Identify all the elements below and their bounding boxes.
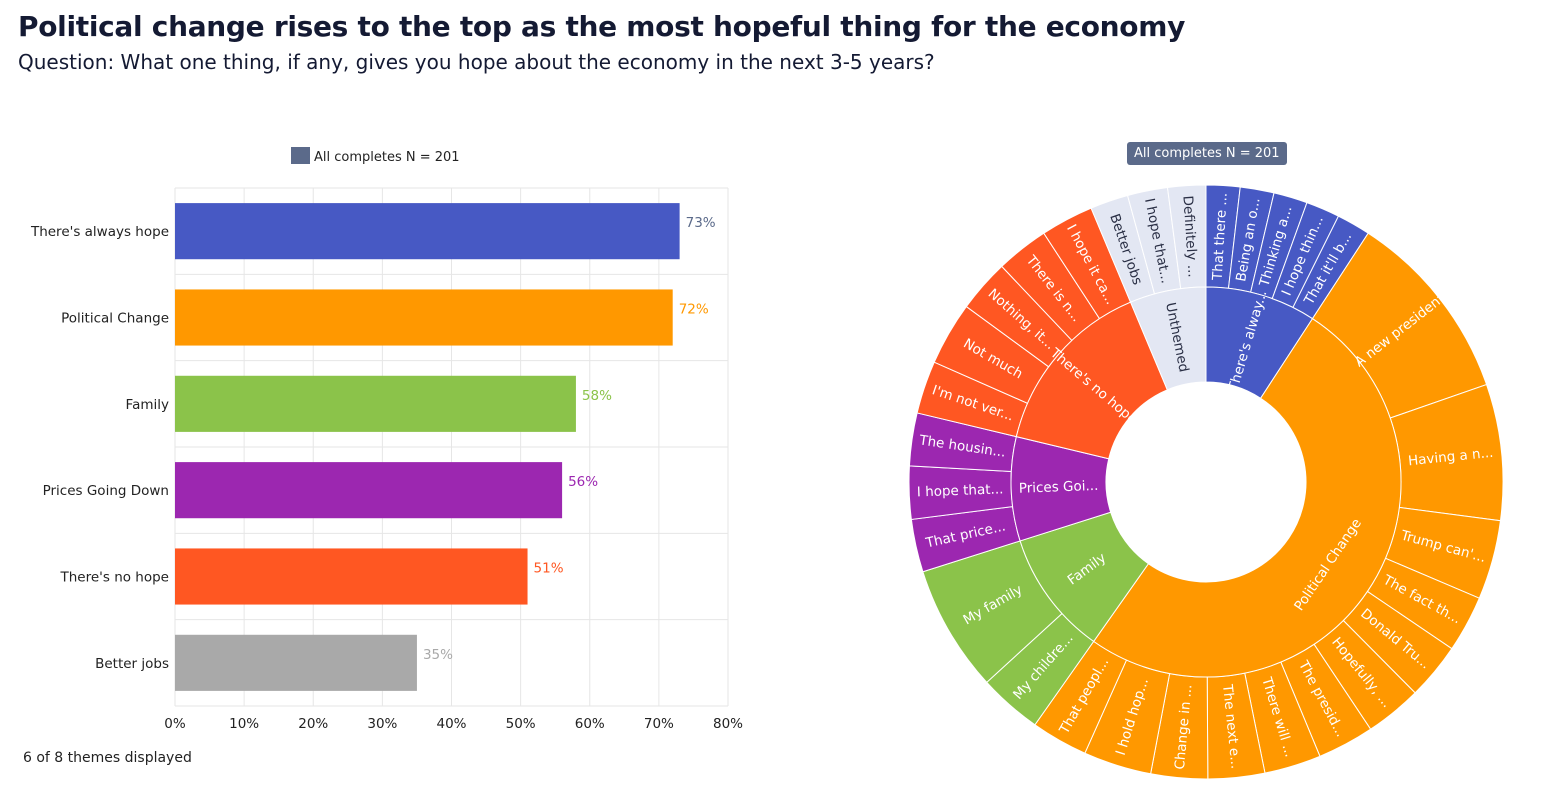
x-tick-label: 30%: [367, 716, 397, 732]
bar[interactable]: [175, 289, 673, 346]
data-label: 72%: [679, 302, 709, 318]
sunburst-inner-ring: [1010, 286, 1402, 678]
x-tick-label: 20%: [298, 716, 328, 732]
sunburst-inner-segment[interactable]: [1092, 317, 1402, 678]
category-label: There's always hope: [30, 224, 169, 240]
bar-legend[interactable]: All completes N = 201: [291, 147, 460, 165]
category-label: Political Change: [61, 311, 169, 327]
category-label: Better jobs: [95, 656, 169, 672]
bar[interactable]: [175, 548, 528, 605]
sunburst-outer-label: I hope that...: [917, 481, 1004, 500]
data-label: 73%: [686, 215, 716, 231]
sunburst-outer-label: Change in ...: [1172, 684, 1196, 771]
bar-x-tick-labels: 0% 10% 20% 30% 40% 50% 60% 70% 80%: [164, 716, 743, 732]
sunburst-outer-label: That there ...: [1210, 192, 1231, 281]
legend-swatch: [291, 147, 310, 164]
x-tick-label: 70%: [644, 716, 674, 732]
bar[interactable]: [175, 634, 417, 691]
category-label: There's no hope: [59, 570, 169, 586]
sunburst-legend[interactable]: All completes N = 201: [1127, 142, 1287, 165]
chart-title: Political change rises to the top as the…: [18, 10, 1186, 43]
bar[interactable]: [175, 375, 576, 432]
x-tick-label: 60%: [575, 716, 605, 732]
data-label: 58%: [582, 388, 612, 404]
sunburst-outer-label: Definitely ...: [1179, 195, 1200, 278]
sunburst-inner-label: Prices Goi...: [1019, 478, 1099, 497]
footnote: 6 of 8 themes displayed: [23, 750, 192, 766]
data-label: 35%: [423, 647, 453, 663]
x-tick-label: 0%: [164, 716, 186, 732]
chart-subtitle: Question: What one thing, if any, gives …: [18, 50, 935, 74]
bar[interactable]: [175, 462, 563, 519]
x-tick-label: 10%: [229, 716, 259, 732]
bar-value-labels: 73% 72% 58% 56% 51% 35%: [423, 215, 716, 663]
category-label: Family: [126, 397, 169, 413]
legend-label: All completes N = 201: [314, 150, 460, 165]
sunburst-chart: There's alway...Political ChangeFamilyPr…: [908, 184, 1504, 780]
data-label: 51%: [534, 561, 564, 577]
category-label: Prices Going Down: [43, 483, 169, 499]
bar-chart: All completes N = 201 There's always hop…: [30, 147, 743, 732]
bar[interactable]: [175, 203, 680, 260]
sunburst-inner-segment[interactable]: [1129, 286, 1207, 391]
bar-category-labels: There's always hope Political Change Famil…: [30, 224, 169, 672]
x-tick-label: 40%: [436, 716, 466, 732]
sunburst-outer-ring: [908, 184, 1504, 780]
x-tick-label: 50%: [506, 716, 536, 732]
bar-bars: [175, 203, 680, 691]
bar-grid: [174, 187, 729, 707]
data-label: 56%: [568, 474, 598, 490]
x-tick-label: 80%: [713, 716, 743, 732]
